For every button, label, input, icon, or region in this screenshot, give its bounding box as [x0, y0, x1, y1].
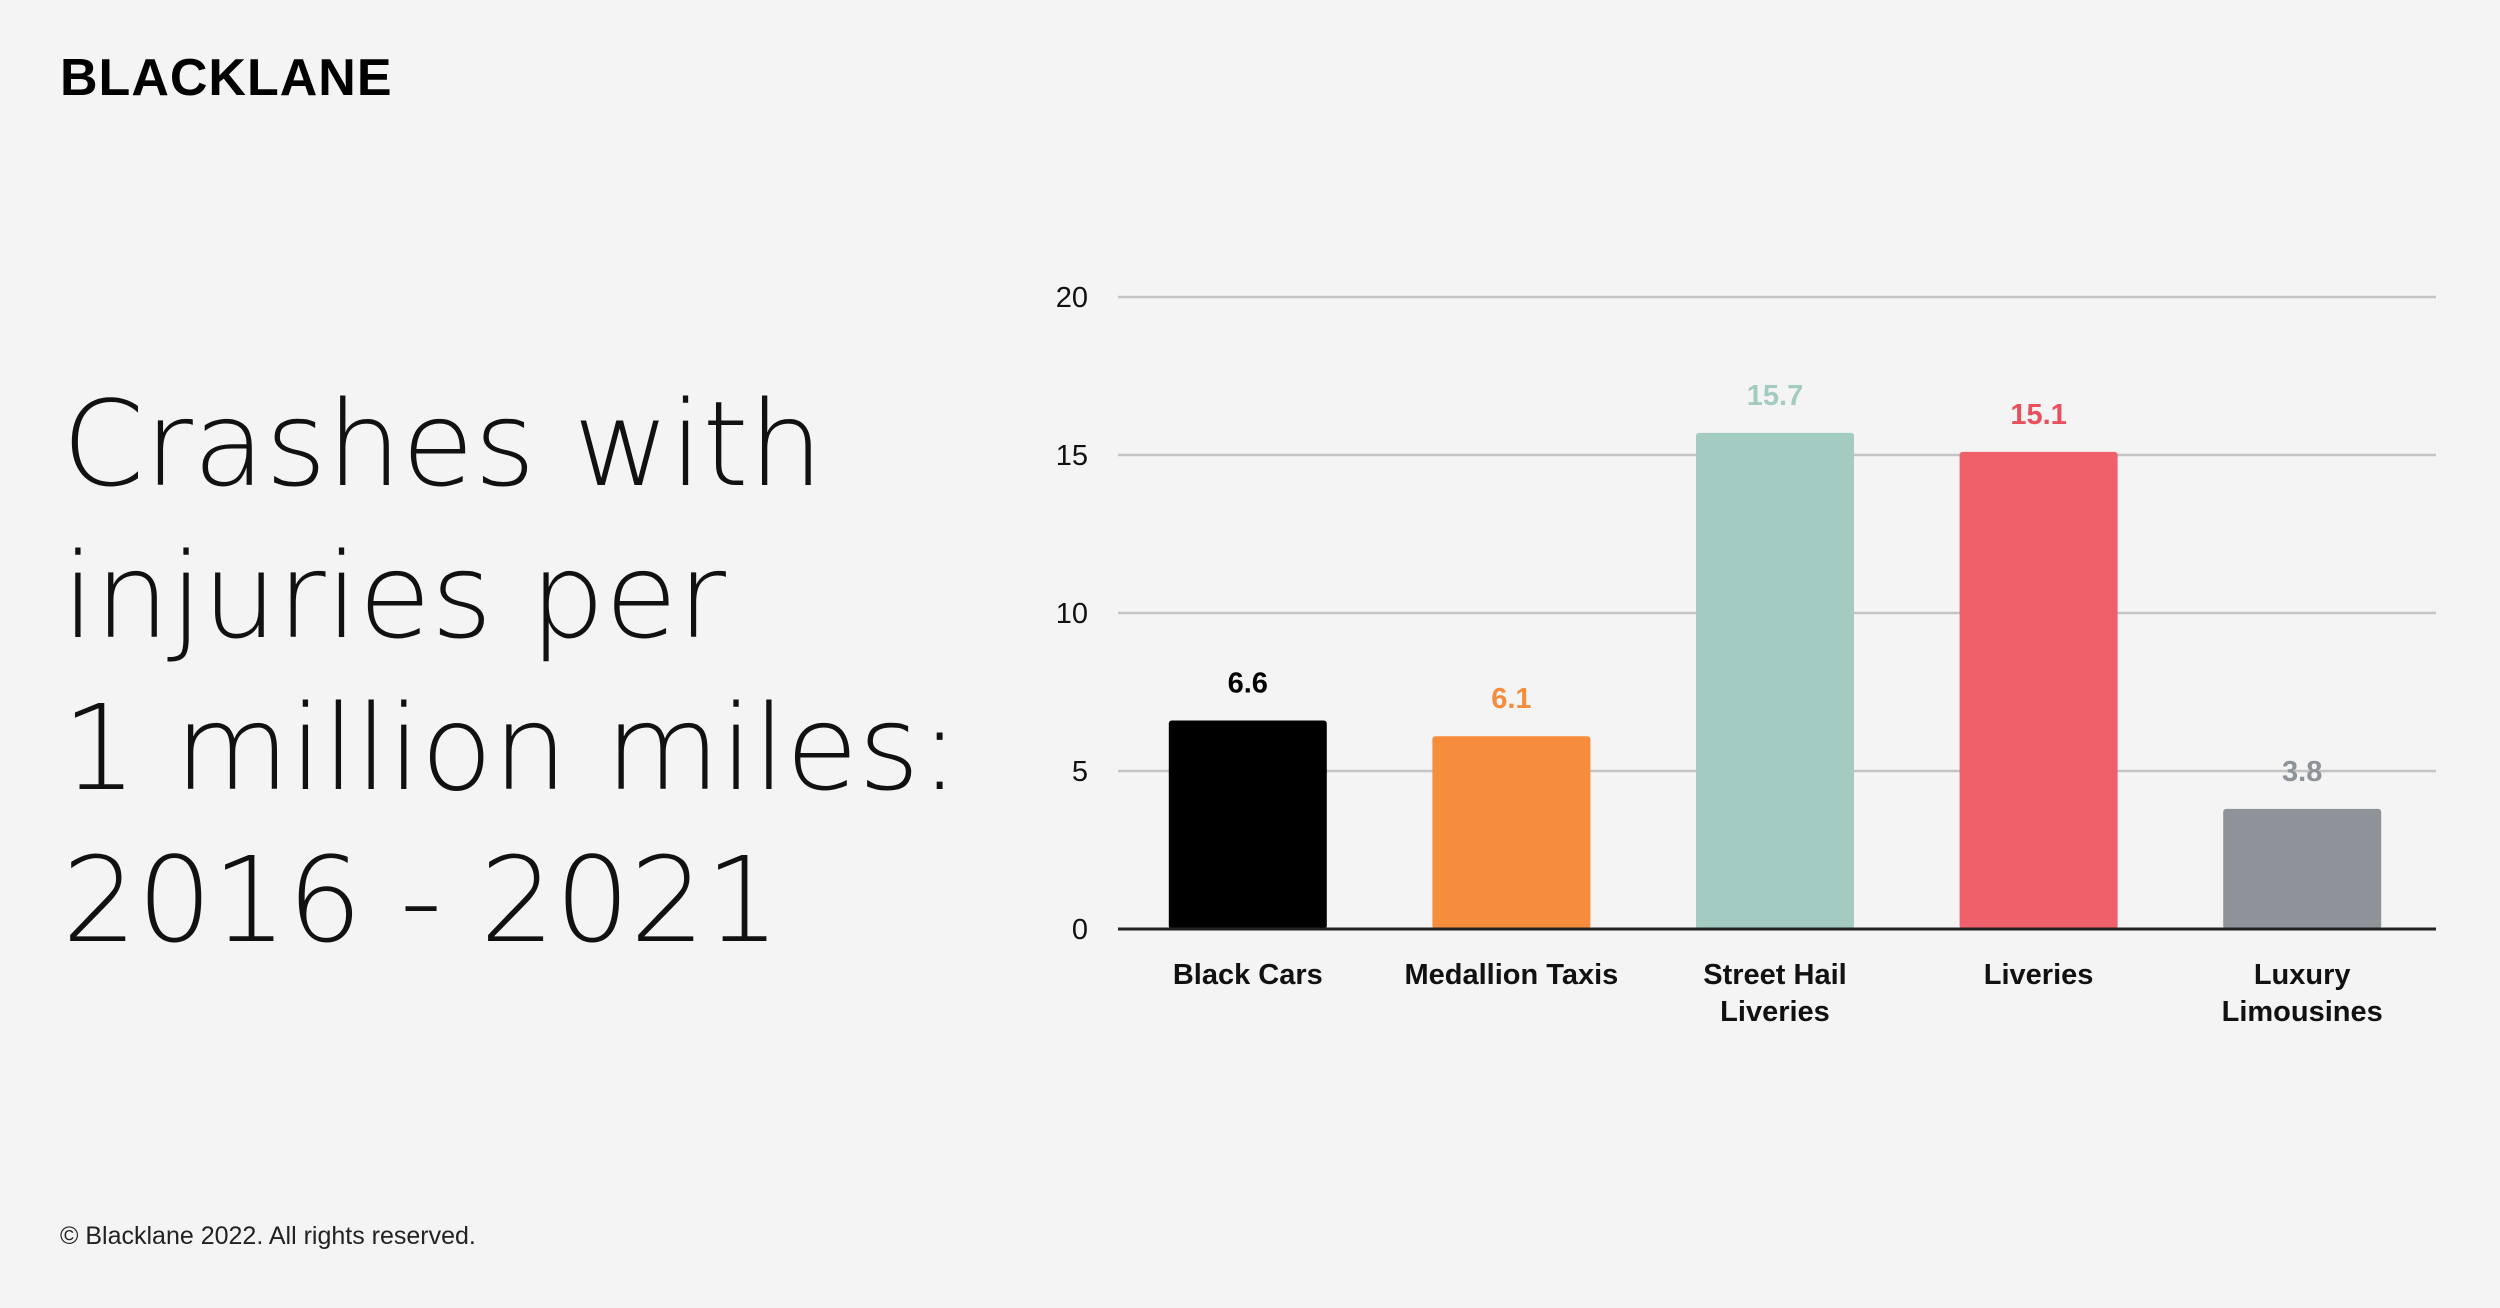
- copyright-notice: © Blacklane 2022. All rights reserved.: [60, 1222, 476, 1250]
- brand-logo: BLACKLANE: [60, 49, 393, 107]
- title-line-4: 2016 - 2021: [62, 831, 781, 969]
- x-tick-label: Medallion Taxis: [1405, 959, 1619, 991]
- data-label: 15.7: [1747, 380, 1803, 412]
- bar: [1959, 451, 2118, 929]
- data-label: 6.6: [1228, 667, 1268, 699]
- data-label: 15.1: [2010, 399, 2066, 431]
- data-label: 6.1: [1491, 683, 1531, 715]
- data-label: 3.8: [2282, 756, 2322, 788]
- page-title: Crashes with injuries per 1 million mile…: [62, 368, 962, 976]
- y-tick-label: 5: [1072, 756, 1088, 788]
- x-tick-label: Street Hail: [1703, 959, 1846, 991]
- x-tick-label: Luxury: [2254, 959, 2351, 991]
- title-line-2: injuries per: [62, 527, 727, 665]
- title-line-3: 1 million miles:: [62, 679, 960, 817]
- title-line-1: Crashes with: [62, 375, 824, 513]
- bar: [1168, 720, 1327, 929]
- bar: [2223, 808, 2382, 929]
- x-tick-label: Liveries: [1720, 996, 1830, 1028]
- x-tick-label: Liveries: [1984, 959, 2094, 991]
- x-tick-label: Black Cars: [1173, 959, 1323, 991]
- x-tick-label: Limousines: [2222, 996, 2383, 1028]
- bar: [1432, 736, 1591, 929]
- y-tick-label: 0: [1072, 914, 1088, 946]
- y-tick-label: 20: [1056, 282, 1088, 314]
- y-tick-label: 15: [1056, 440, 1088, 472]
- bar: [1696, 432, 1854, 929]
- y-tick-label: 10: [1056, 598, 1088, 630]
